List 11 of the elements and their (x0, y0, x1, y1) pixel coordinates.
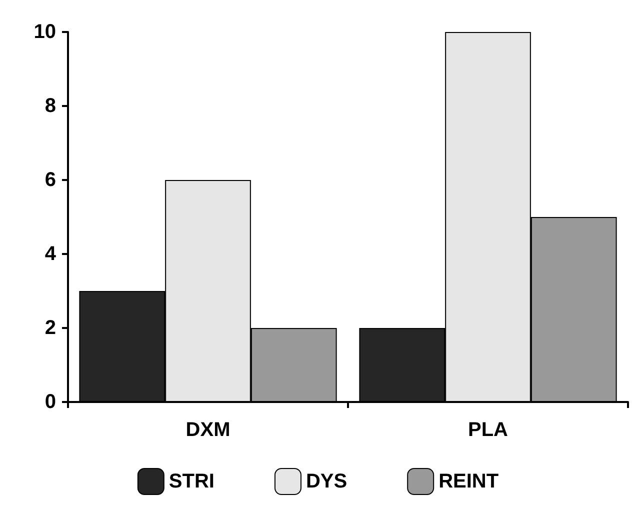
y-tick-label: 4 (44, 243, 57, 265)
y-tick-label: 10 (34, 21, 56, 43)
legend-label: DYS (306, 470, 348, 492)
y-tick-label: 2 (44, 317, 56, 339)
legend-label: REINT (438, 470, 499, 492)
y-tick-label: 6 (44, 169, 56, 191)
x-tick-label: PLA (468, 419, 508, 441)
x-tick-label: DXM (186, 419, 230, 441)
legend-label: STRI (168, 470, 214, 492)
y-tick-label: 0 (44, 391, 56, 413)
y-tick-label: 8 (44, 95, 56, 117)
